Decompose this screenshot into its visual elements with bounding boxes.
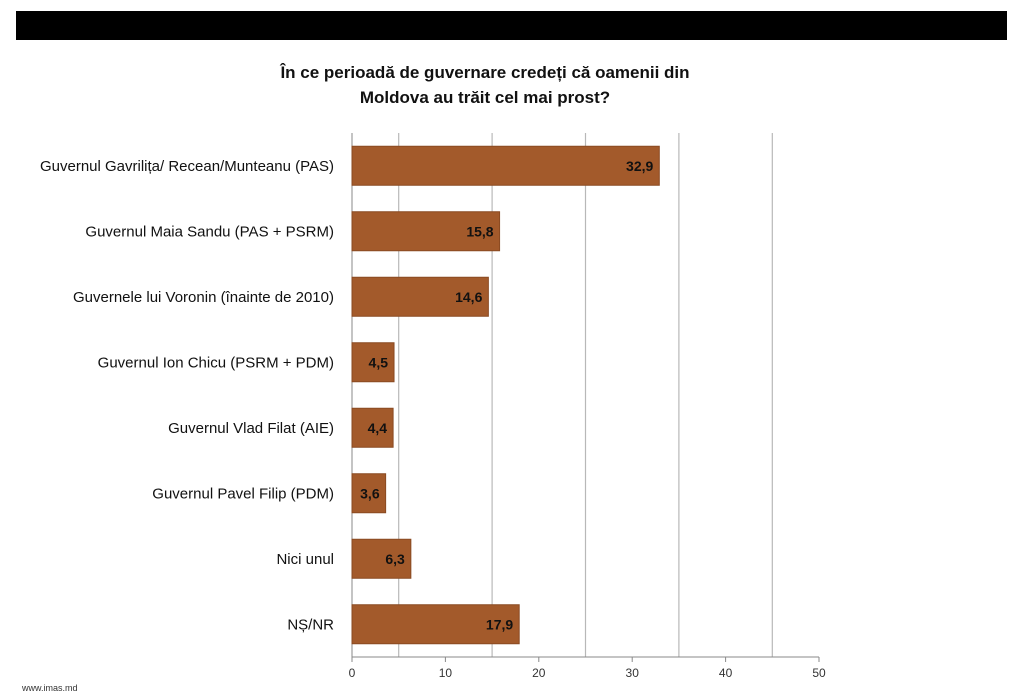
bar bbox=[351, 145, 660, 186]
x-tick-label: 20 bbox=[532, 666, 546, 680]
data-label: 14,6 bbox=[455, 289, 482, 305]
data-label: 32,9 bbox=[626, 158, 653, 174]
data-label: 4,4 bbox=[368, 420, 388, 436]
x-tick-label: 30 bbox=[626, 666, 640, 680]
category-label: Nici unul bbox=[276, 551, 334, 568]
source-footer: www.imas.md bbox=[22, 683, 78, 693]
x-tick-label: 10 bbox=[439, 666, 453, 680]
category-label: Guvernul Pavel Filip (PDM) bbox=[152, 485, 334, 502]
category-label: Guvernul Ion Chicu (PSRM + PDM) bbox=[98, 354, 334, 371]
bar bbox=[351, 604, 520, 645]
data-label: 15,8 bbox=[466, 223, 493, 239]
category-label: Guvernele lui Voronin (înainte de 2010) bbox=[73, 289, 334, 306]
bar bbox=[351, 473, 387, 514]
category-label: Guvernul Vlad Filat (AIE) bbox=[168, 420, 334, 437]
data-label: 4,5 bbox=[369, 354, 389, 370]
chart-title-line-1: În ce perioadă de guvernare credeți că o… bbox=[280, 63, 690, 82]
x-tick-label: 50 bbox=[812, 666, 826, 680]
header-band bbox=[16, 11, 1007, 40]
data-label: 17,9 bbox=[486, 616, 513, 632]
bar bbox=[351, 211, 501, 252]
category-label: Guvernul Gavrilița/ Recean/Munteanu (PAS… bbox=[40, 158, 334, 175]
x-tick-label: 0 bbox=[349, 666, 356, 680]
chart-title: În ce perioadă de guvernare credeți că o… bbox=[200, 60, 770, 110]
data-label: 6,3 bbox=[385, 551, 405, 567]
data-label: 3,6 bbox=[360, 485, 380, 501]
bar bbox=[351, 538, 412, 579]
category-label: NȘ/NR bbox=[287, 616, 334, 633]
bar bbox=[351, 276, 489, 317]
bar bbox=[351, 342, 395, 383]
chart-title-line-2: Moldova au trăit cel mai prost? bbox=[359, 88, 611, 107]
bar bbox=[351, 407, 394, 448]
x-tick-label: 40 bbox=[719, 666, 733, 680]
category-label: Guvernul Maia Sandu (PAS + PSRM) bbox=[85, 223, 334, 240]
